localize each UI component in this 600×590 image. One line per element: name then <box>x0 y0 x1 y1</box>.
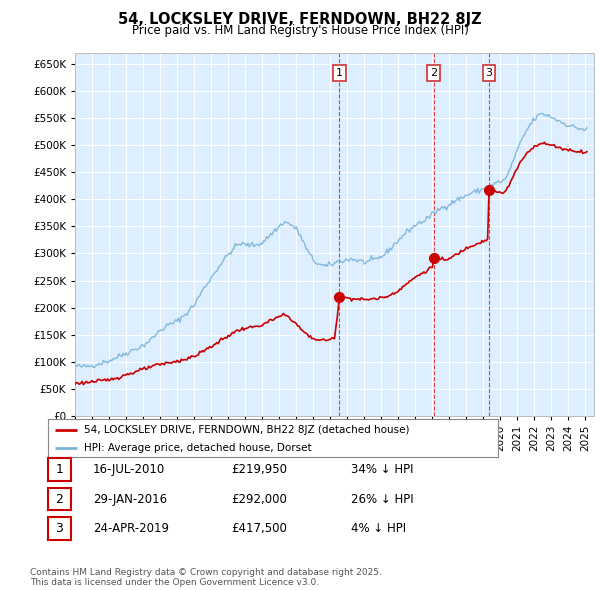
Text: 3: 3 <box>55 522 64 535</box>
Text: 29-JAN-2016: 29-JAN-2016 <box>93 493 167 506</box>
Text: 26% ↓ HPI: 26% ↓ HPI <box>351 493 413 506</box>
Text: 54, LOCKSLEY DRIVE, FERNDOWN, BH22 8JZ (detached house): 54, LOCKSLEY DRIVE, FERNDOWN, BH22 8JZ (… <box>84 425 409 435</box>
Text: £292,000: £292,000 <box>231 493 287 506</box>
Text: £219,950: £219,950 <box>231 463 287 476</box>
Text: 1: 1 <box>336 68 343 78</box>
Text: 16-JUL-2010: 16-JUL-2010 <box>93 463 165 476</box>
Text: 24-APR-2019: 24-APR-2019 <box>93 522 169 535</box>
Text: 2: 2 <box>55 493 64 506</box>
Text: 4% ↓ HPI: 4% ↓ HPI <box>351 522 406 535</box>
Text: 2: 2 <box>430 68 437 78</box>
Text: 34% ↓ HPI: 34% ↓ HPI <box>351 463 413 476</box>
Text: Price paid vs. HM Land Registry's House Price Index (HPI): Price paid vs. HM Land Registry's House … <box>131 24 469 37</box>
Text: 54, LOCKSLEY DRIVE, FERNDOWN, BH22 8JZ: 54, LOCKSLEY DRIVE, FERNDOWN, BH22 8JZ <box>118 12 482 27</box>
Text: 1: 1 <box>55 463 64 476</box>
Text: £417,500: £417,500 <box>231 522 287 535</box>
Text: Contains HM Land Registry data © Crown copyright and database right 2025.
This d: Contains HM Land Registry data © Crown c… <box>30 568 382 587</box>
Text: 3: 3 <box>485 68 493 78</box>
Text: HPI: Average price, detached house, Dorset: HPI: Average price, detached house, Dors… <box>84 442 311 453</box>
